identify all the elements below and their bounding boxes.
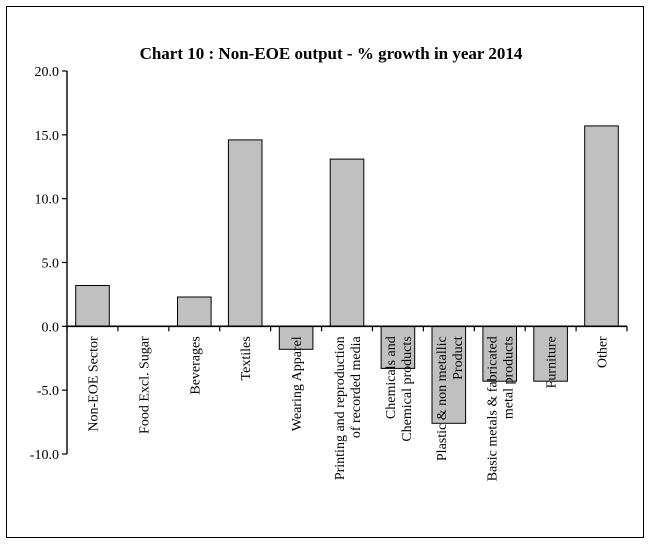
bars [75, 125, 619, 424]
bar [177, 296, 212, 327]
y-tick-label: 10.0 [35, 193, 60, 208]
bar [584, 125, 619, 327]
y-tick-label: 0.0 [42, 320, 60, 335]
category-label: Chemical products [400, 336, 415, 441]
category-label: metal products [502, 336, 517, 419]
bar [329, 158, 365, 327]
category-label: Wearing Apparel [290, 336, 305, 431]
y-tick-label: -5.0 [37, 384, 59, 399]
category-label: Textiles [239, 336, 254, 380]
category-label: Other [596, 336, 611, 368]
category-label: Non-EOE Sector [87, 336, 102, 432]
chart-title: Chart 10 : Non-EOE output - % growth in … [140, 44, 523, 63]
category-label: Furniture [545, 336, 560, 388]
category-label: Product [451, 336, 466, 380]
bar [75, 285, 110, 327]
category-label: Plastic & non metallic [435, 336, 450, 461]
y-axis: 20.0 15.0 10.0 5.0 0.0 -5.0 -10.0 [30, 65, 68, 463]
category-label: Food Excl. Sugar [137, 336, 152, 434]
chart-frame: Chart 10 : Non-EOE output - % growth in … [6, 6, 644, 538]
category-label: Chemicals and [384, 336, 399, 419]
y-tick-label: -10.0 [30, 448, 59, 463]
category-labels: Non-EOE Sector Food Excl. Sugar Beverages T… [87, 336, 611, 482]
category-label: of recorded media [349, 336, 364, 439]
x-axis [66, 325, 628, 332]
category-label: Beverages [188, 336, 203, 394]
bar [380, 325, 416, 369]
bar-chart: Chart 10 : Non-EOE output - % growth in … [30, 44, 628, 482]
y-tick-label: 5.0 [42, 257, 60, 272]
category-label: Basic metals & fabricated [486, 336, 501, 481]
y-tick-label: 20.0 [35, 65, 60, 80]
category-label: Printing and reproduction [333, 336, 348, 480]
bar [227, 139, 263, 327]
y-tick-label: 15.0 [35, 129, 60, 144]
